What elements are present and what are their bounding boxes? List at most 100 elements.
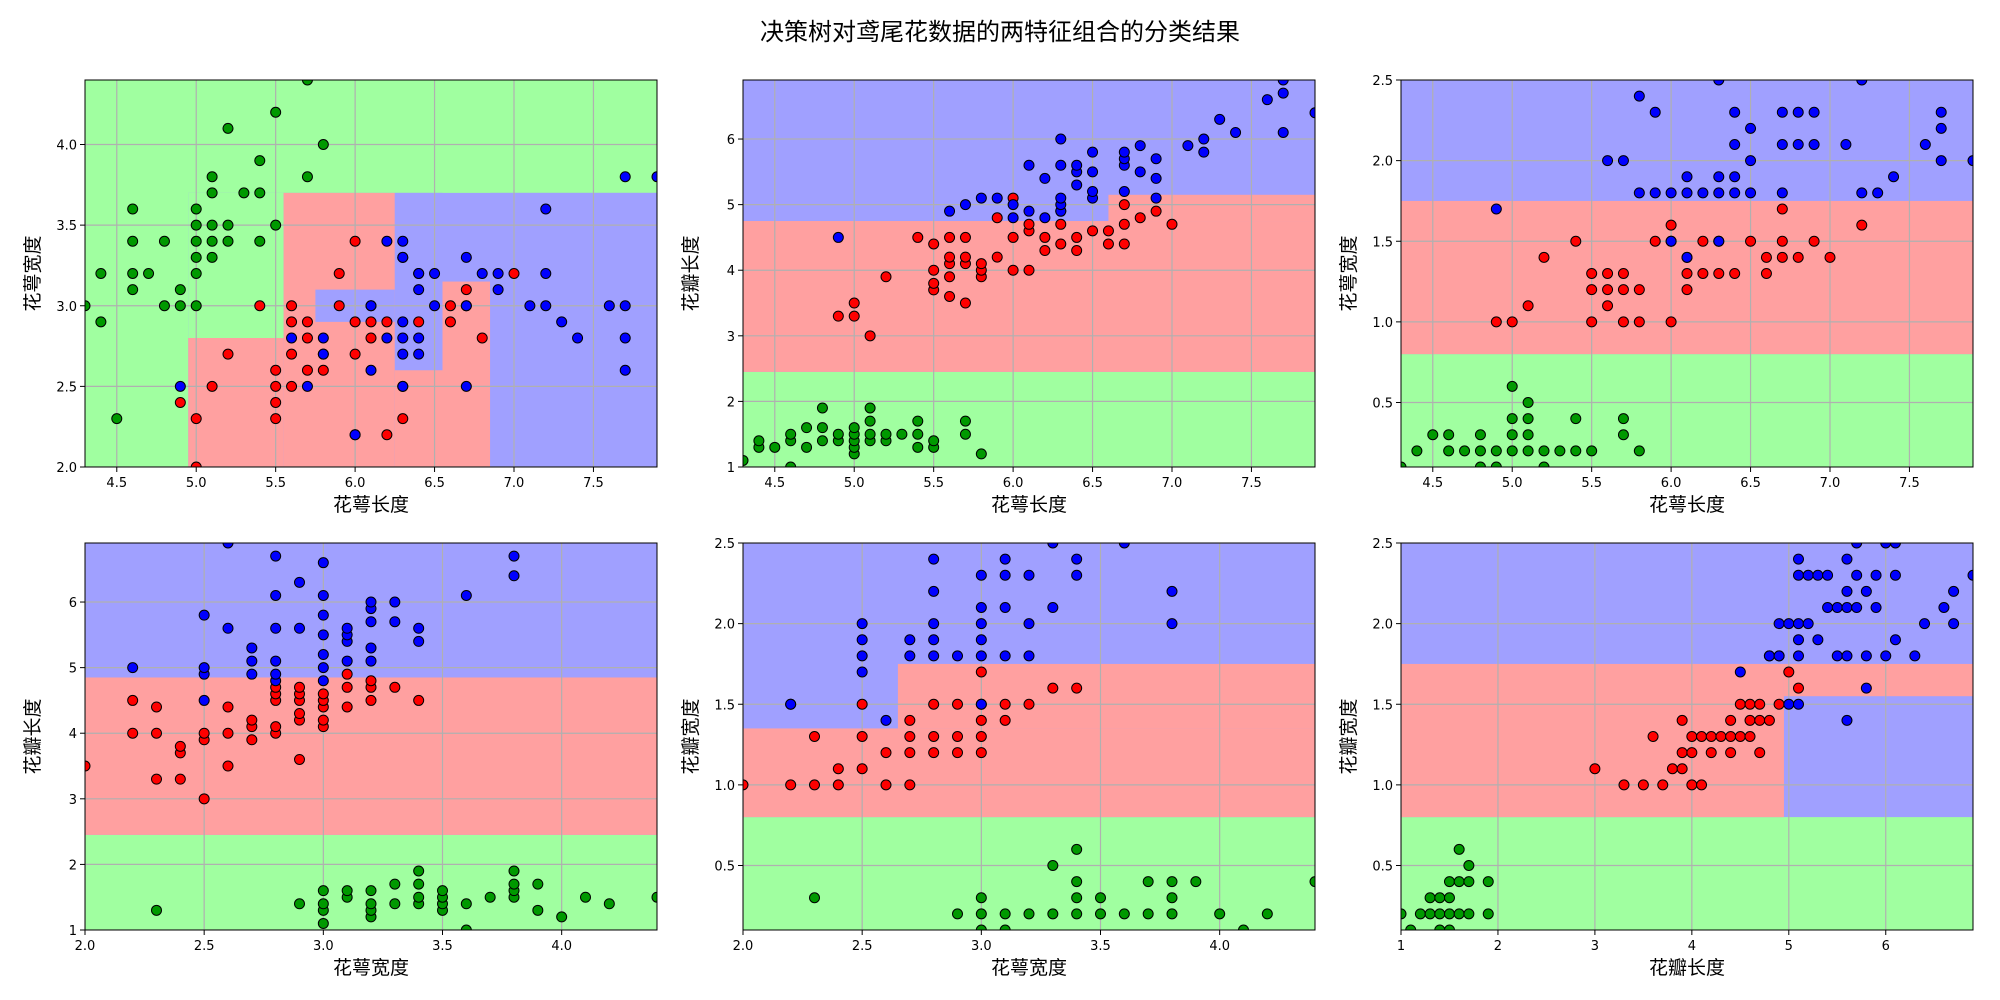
data-point [286, 380, 298, 392]
data-point [1860, 682, 1872, 694]
data-point [928, 650, 940, 662]
data-point [397, 332, 409, 344]
data-point [1277, 126, 1289, 138]
data-point [127, 284, 139, 296]
data-point [580, 891, 591, 903]
y-tick-label: 2.5 [714, 537, 735, 552]
data-point [928, 634, 940, 646]
data-point [413, 694, 425, 706]
y-axis-label: 花萼宽度 [22, 235, 44, 311]
data-point [270, 668, 282, 680]
data-point [1760, 251, 1772, 263]
data-point [1773, 650, 1785, 662]
data-point [801, 441, 813, 453]
data-point [619, 332, 631, 344]
data-point [1166, 218, 1178, 230]
data-point [413, 268, 425, 279]
decision-region [85, 80, 657, 193]
data-point [1277, 80, 1289, 86]
data-point [1055, 192, 1067, 204]
data-point [743, 454, 749, 466]
data-point [801, 422, 813, 434]
data-point [429, 300, 441, 312]
data-point [1745, 187, 1757, 199]
data-point [832, 763, 844, 775]
data-point [1841, 585, 1853, 597]
subplot-5: 2.0 2.5 3.0 3.5 4.0 0.5 1.0 1.5 2.0 2.5 花萼宽度 花瓣宽度 [680, 537, 1316, 979]
data-point [1745, 235, 1757, 247]
data-point [437, 885, 448, 897]
data-point [301, 171, 313, 183]
data-point [651, 171, 657, 183]
data-point [1055, 133, 1067, 145]
y-tick-label: 4 [727, 264, 735, 279]
decision-region [1401, 354, 1973, 467]
data-point [1071, 159, 1083, 171]
data-point [975, 650, 987, 662]
data-point [1792, 553, 1804, 565]
data-point [127, 694, 139, 706]
subplots: 4.5 5.0 5.5 6.0 6.5 7.0 7.5 2.0 2.5 3.0 3.5 4.0 花萼长度… [22, 74, 1974, 979]
data-point [286, 300, 298, 312]
data-point [864, 415, 876, 427]
data-point [397, 235, 409, 247]
data-point [1118, 238, 1130, 250]
data-point [1150, 192, 1162, 204]
data-point [1055, 238, 1067, 250]
data-point [413, 284, 425, 296]
data-point [1039, 231, 1051, 243]
data-point [270, 106, 282, 118]
data-point [1055, 159, 1067, 171]
data-point [270, 364, 282, 376]
data-point [975, 634, 987, 646]
x-tick-label: 4.5 [106, 476, 127, 491]
y-tick-label: 1.0 [714, 779, 735, 794]
data-point [1841, 602, 1853, 613]
data-point [389, 898, 401, 910]
data-point [1434, 892, 1446, 904]
y-tick-label: 2.0 [56, 461, 77, 476]
data-point [1506, 380, 1518, 392]
series-class-0 [743, 402, 987, 467]
series-class-0 [1401, 380, 1645, 467]
data-point [1522, 429, 1534, 441]
data-point [1047, 543, 1059, 549]
data-point [1657, 779, 1669, 791]
x-tick-label: 6.0 [345, 476, 366, 491]
data-point [1617, 155, 1629, 167]
data-point [174, 380, 186, 392]
data-point [1424, 892, 1436, 904]
data-point [1554, 445, 1566, 457]
x-tick-label: 5.5 [923, 476, 944, 491]
data-point [85, 300, 91, 312]
data-point [1586, 316, 1598, 328]
data-point [1166, 876, 1178, 888]
data-point [190, 203, 202, 215]
data-point [174, 300, 186, 312]
data-point [1401, 908, 1407, 920]
x-tick-label: 6.0 [1003, 476, 1024, 491]
data-point [1812, 569, 1824, 581]
data-point [294, 708, 305, 720]
data-point [991, 192, 1003, 204]
data-point [1617, 413, 1629, 425]
data-point [1570, 413, 1582, 425]
data-point [1841, 553, 1853, 565]
data-point [444, 300, 456, 312]
data-point [1744, 714, 1756, 726]
data-point [1474, 429, 1486, 441]
y-tick-label: 1.5 [1372, 235, 1393, 250]
data-point [317, 714, 329, 726]
data-point [1261, 908, 1273, 920]
y-tick-label: 2.5 [56, 380, 77, 395]
x-tick-label: 3.0 [313, 939, 334, 954]
data-point [1617, 316, 1629, 328]
data-point [856, 763, 868, 775]
data-point [1506, 316, 1518, 328]
data-point [492, 268, 504, 279]
data-point [1118, 146, 1130, 158]
data-point [864, 428, 876, 440]
data-point [1309, 876, 1315, 888]
data-point [1665, 235, 1677, 247]
data-point [1538, 251, 1550, 263]
